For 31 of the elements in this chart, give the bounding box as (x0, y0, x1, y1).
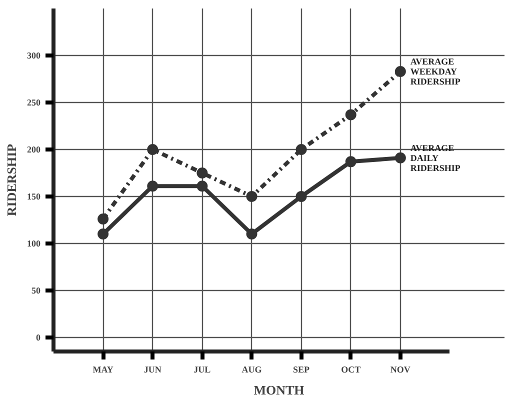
point (246, 190, 258, 202)
x-axis-title: MONTH (254, 382, 304, 398)
x-tick-label: AUG (242, 364, 262, 374)
point (246, 228, 258, 240)
point (98, 214, 109, 224)
x-tick-label: NOV (390, 364, 411, 374)
point (196, 167, 208, 178)
series-label: AVERAGE WEEKDAY RIDERSHIP (410, 56, 461, 86)
point (394, 66, 406, 77)
y-tick-label: 300 (27, 50, 41, 60)
point (196, 180, 208, 192)
point (147, 144, 158, 155)
x-tick-label: SEP (293, 364, 310, 374)
point (345, 156, 356, 168)
y-tick-label: 100 (27, 238, 41, 248)
x-tick-label: OCT (341, 364, 361, 374)
x-tick-label: JUL (194, 364, 211, 374)
y-tick-label: 200 (27, 144, 41, 154)
y-axis-title: RIDERSHIP (4, 144, 19, 216)
x-tick-label: JUN (144, 364, 162, 374)
point (296, 144, 307, 155)
point (394, 152, 406, 164)
point (296, 190, 307, 202)
y-tick-label: 150 (27, 191, 41, 202)
point (147, 180, 158, 192)
x-tick-label: MAY (92, 364, 114, 374)
y-tick-label: 0 (36, 332, 41, 342)
point (98, 228, 109, 240)
point (345, 109, 356, 120)
y-tick-label: 250 (27, 97, 41, 108)
y-tick-label: 50 (32, 285, 41, 296)
